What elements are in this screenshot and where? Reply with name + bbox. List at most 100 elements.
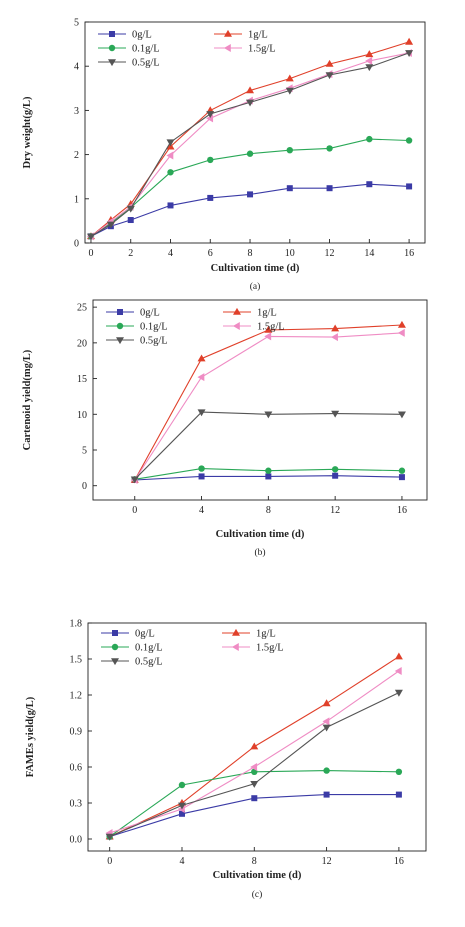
legend-label: 0g/L — [135, 629, 155, 640]
x-tick-label: 0 — [107, 856, 112, 867]
legend-item-0g-l: 0g/L — [98, 30, 152, 41]
legend-marker — [224, 29, 232, 37]
data-point — [365, 56, 373, 65]
legend-item-0-5g-l: 0.5g/L — [98, 58, 160, 69]
x-axis-label: Cultivation time (d) — [211, 263, 300, 274]
legend: 0g/L 0.1g/L 0.5g/L 1g/L 1.5g/L — [106, 308, 285, 347]
data-point — [246, 150, 254, 157]
series-0g-l — [106, 791, 402, 840]
data-point — [86, 233, 95, 241]
y-tick-label: 4 — [74, 62, 79, 73]
y-tick-label: 15 — [77, 374, 87, 385]
y-tick-label: 0 — [74, 239, 79, 250]
data-point — [198, 473, 205, 480]
legend-item-0-5g-l: 0.5g/L — [101, 657, 163, 668]
data-point — [394, 667, 402, 675]
data-point — [264, 325, 273, 333]
y-tick-label: 5 — [74, 18, 79, 29]
legend-item-1-5g-l: 1.5g/L — [222, 643, 284, 654]
data-point — [286, 146, 293, 154]
data-point — [198, 465, 205, 472]
data-point — [166, 151, 174, 160]
legend-marker — [223, 44, 231, 52]
series-line — [109, 670, 400, 834]
data-point — [177, 802, 186, 810]
legend-label: 1.5g/L — [248, 44, 276, 55]
plot-frame — [92, 299, 428, 501]
legend-marker — [232, 628, 240, 636]
legend-marker — [233, 307, 241, 315]
legend-marker — [109, 31, 115, 37]
data-point — [207, 156, 214, 164]
series-1g-l — [130, 320, 406, 483]
data-point — [285, 87, 294, 95]
legend-label: 1g/L — [257, 308, 277, 319]
data-point — [127, 217, 134, 224]
x-axis-label: Cultivation time (d) — [216, 529, 305, 540]
data-point — [331, 333, 338, 342]
series-0-5g-l — [105, 689, 403, 841]
data-point — [366, 135, 373, 143]
data-point — [398, 474, 405, 481]
panel-label: (b) — [254, 547, 265, 558]
x-tick-label: 4 — [199, 505, 204, 516]
data-point — [265, 473, 272, 480]
series-1g-l — [105, 652, 403, 840]
series-0g-l — [131, 472, 405, 483]
data-point — [405, 137, 413, 144]
x-axis-label: Cultivation time (d) — [213, 870, 302, 881]
data-point — [250, 781, 259, 788]
legend-marker — [111, 643, 119, 651]
data-point — [197, 409, 206, 417]
legend-marker — [116, 322, 124, 330]
y-tick-label: 0.6 — [70, 763, 83, 774]
legend-label: 0.5g/L — [135, 657, 163, 668]
y-tick-label: 0.0 — [70, 835, 83, 846]
legend-marker — [116, 337, 124, 345]
data-point — [206, 114, 214, 123]
legend-label: 1g/L — [248, 30, 268, 41]
data-point — [250, 763, 258, 771]
data-point — [286, 185, 293, 192]
plot-frame — [87, 622, 427, 852]
y-tick-label: 0.3 — [70, 799, 83, 810]
data-point — [264, 332, 272, 341]
series-line — [134, 324, 402, 481]
legend-item-1g-l: 1g/L — [222, 629, 276, 640]
data-point — [264, 411, 273, 419]
legend-item-0g-l: 0g/L — [101, 629, 155, 640]
data-point — [394, 652, 403, 660]
x-tick-label: 12 — [325, 248, 335, 259]
x-tick-label: 12 — [330, 505, 340, 516]
series-0-1g-l — [106, 767, 403, 840]
series-1-5g-l — [86, 48, 412, 241]
data-point — [365, 64, 374, 72]
legend-item-1-5g-l: 1.5g/L — [214, 44, 276, 55]
data-point — [326, 185, 333, 192]
x-tick-label: 16 — [397, 505, 407, 516]
legend: 0g/L 0.1g/L 0.5g/L 1g/L 1.5g/L — [101, 629, 284, 668]
data-point — [207, 194, 214, 201]
series-0-5g-l — [130, 409, 406, 484]
data-point — [406, 183, 413, 190]
series-line — [90, 183, 410, 237]
x-tick-label: 0 — [132, 505, 137, 516]
y-tick-label: 3 — [74, 106, 79, 117]
series-line — [90, 52, 410, 237]
x-tick-label: 8 — [252, 856, 257, 867]
y-tick-label: 0.9 — [70, 727, 83, 738]
data-point — [105, 833, 114, 841]
data-point — [397, 328, 405, 337]
y-tick-label: 0 — [82, 481, 87, 492]
data-point — [322, 724, 331, 732]
y-axis-label: Dry weight(g/L) — [22, 96, 33, 169]
legend-label: 1g/L — [256, 629, 276, 640]
series-0-5g-l — [86, 50, 414, 241]
data-point — [395, 791, 402, 798]
x-tick-label: 2 — [128, 248, 133, 259]
legend-marker — [231, 643, 239, 651]
legend-item-0-1g-l: 0.1g/L — [98, 44, 160, 55]
legend-label: 0.1g/L — [132, 44, 160, 55]
data-point — [366, 181, 373, 188]
